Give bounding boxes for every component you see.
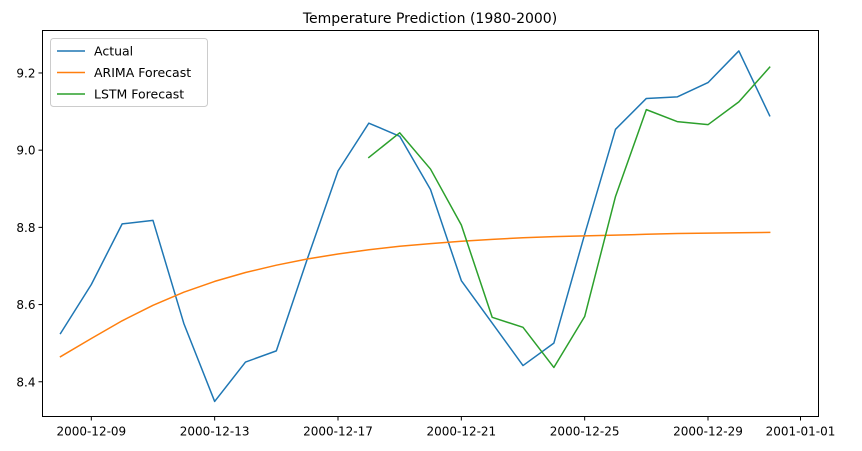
legend-box — [50, 38, 208, 107]
x-tick-label: 2000-12-09 — [56, 425, 126, 439]
series-line-1 — [59, 231, 771, 358]
legend: Actual ARIMA Forecast LSTM Forecast — [50, 38, 208, 107]
y-tick-label: 9.2 — [16, 66, 35, 80]
x-tick-label: 2001-01-01 — [766, 425, 836, 439]
series-line-2 — [367, 66, 771, 369]
y-tick-label: 8.6 — [16, 298, 35, 312]
y-tick-label: 8.8 — [16, 221, 35, 235]
x-tick-label: 2000-12-29 — [673, 425, 743, 439]
legend-label: ARIMA Forecast — [94, 65, 191, 80]
x-tick-label: 2000-12-21 — [426, 425, 496, 439]
x-tick-label: 2000-12-13 — [180, 425, 250, 439]
y-tick-label: 9.0 — [16, 144, 35, 158]
series-line-0 — [59, 50, 771, 403]
series-lines — [59, 50, 771, 403]
legend-label: Actual — [94, 44, 133, 59]
y-axis: 8.4 8.6 8.8 9.0 9.2 — [16, 66, 43, 389]
x-tick-label: 2000-12-17 — [303, 425, 373, 439]
legend-label: LSTM Forecast — [94, 87, 184, 102]
y-tick-label: 8.4 — [16, 375, 35, 389]
plot-frame — [42, 30, 819, 417]
x-axis: 2000-12-09 2000-12-13 2000-12-17 2000-12-21… — [56, 416, 836, 439]
x-tick-label: 2000-12-25 — [550, 425, 620, 439]
chart-title: Temperature Prediction (1980-2000) — [302, 11, 557, 27]
